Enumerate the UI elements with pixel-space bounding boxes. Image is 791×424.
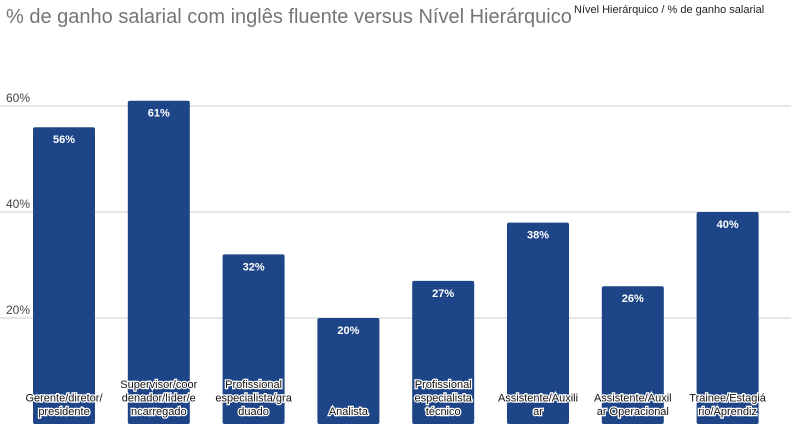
category-label: Trainee/Estagiá rio/Aprendiz <box>689 393 767 419</box>
category-label: Assistente/Auxil ar Operacional <box>594 393 672 419</box>
bar <box>507 222 569 424</box>
category-label: Profissional especialista/gra duado <box>215 379 292 418</box>
bar <box>412 280 475 424</box>
category-label: Gerente/diretor/presidente <box>25 393 103 419</box>
bar <box>696 212 759 424</box>
bar <box>317 318 380 424</box>
data-label: 40% <box>717 219 739 231</box>
data-label: 61% <box>148 108 170 120</box>
category-label: Analista <box>329 406 369 418</box>
bar <box>222 254 285 424</box>
data-label: 20% <box>337 325 359 337</box>
category-label: Supervisor/coor denador/líder/e ncarregado <box>120 379 197 418</box>
category-label: Assistente/Auxili ar <box>498 393 578 419</box>
data-label: 27% <box>432 288 454 300</box>
data-label: 38% <box>527 230 549 242</box>
data-label: 26% <box>622 293 644 305</box>
data-label: 32% <box>243 261 265 273</box>
y-tick-label: 60% <box>6 91 30 105</box>
y-tick-label: 40% <box>6 197 30 211</box>
y-tick-label: 20% <box>6 303 30 317</box>
bar <box>33 127 95 424</box>
bar <box>127 100 190 424</box>
chart-title: % de ganho salarial com inglês fluente v… <box>6 6 572 28</box>
category-label: Profissional especialista técnico <box>414 379 472 418</box>
data-label: 56% <box>53 134 75 146</box>
legend-label: Nível Hierárquico / % de ganho salarial <box>574 4 765 16</box>
bar <box>601 286 664 424</box>
